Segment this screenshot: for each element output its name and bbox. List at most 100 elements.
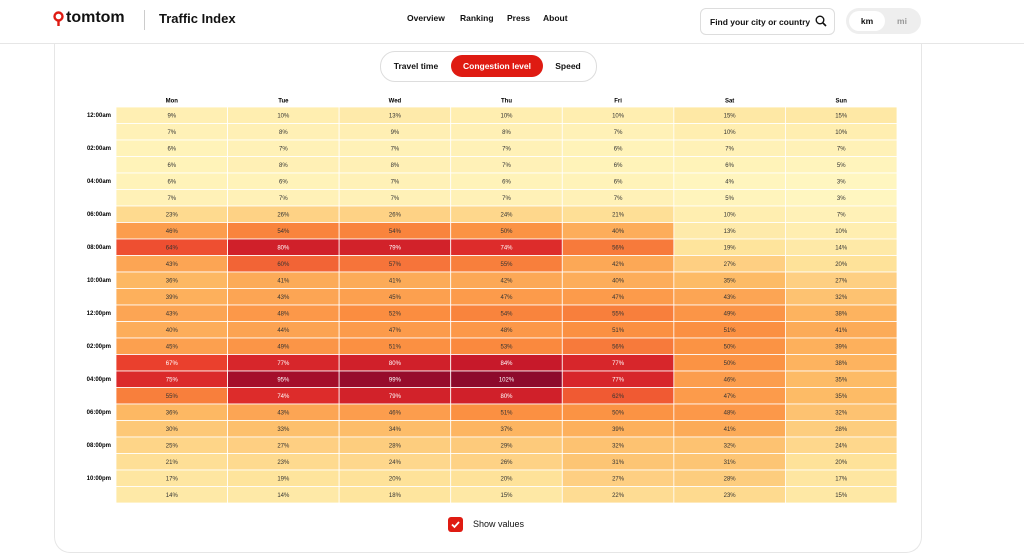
cell-label: 24% [389,460,402,466]
cell-label: 35% [835,377,848,383]
cell-label: 50% [724,361,737,367]
cell-label: 27% [835,278,848,284]
cell-label: 26% [500,460,513,466]
cell-label: 48% [500,328,513,334]
tab[interactable]: Speed [555,61,581,71]
cell-label: 6% [614,163,623,169]
cell-label: 20% [835,460,848,466]
cell-label: 75% [166,377,179,383]
cell-label: 80% [500,394,513,400]
cell-label: 42% [612,262,625,268]
cell-label: 77% [277,361,290,367]
column-label: Sat [725,99,734,105]
cell-label: 50% [612,410,625,416]
nav-link[interactable]: Overview [407,13,445,23]
row-label: 04:00am [87,179,111,185]
cell-label: 31% [612,460,625,466]
cell-label: 5% [837,163,846,169]
cell-label: 8% [502,130,511,136]
cell-label: 95% [277,377,290,383]
cell-label: 19% [277,476,290,482]
cell-label: 53% [500,344,513,350]
cell-label: 3% [837,196,846,202]
checkbox[interactable] [448,517,463,532]
cell-label: 35% [724,278,737,284]
cell-label: 64% [166,245,179,251]
cell-label: 14% [277,493,290,499]
cell-label: 41% [724,427,737,433]
cell-label: 7% [725,146,734,152]
cell-label: 45% [389,295,402,301]
nav-link[interactable]: Press [507,13,531,23]
search-box[interactable]: Find your city or country [700,8,835,35]
column-label: Sun [836,99,848,105]
row-label: 06:00pm [87,410,111,416]
tab-active[interactable]: Congestion level [451,55,543,77]
search-placeholder: Find your city or country [710,17,811,27]
cell-label: 44% [277,328,290,334]
nav-link[interactable]: Ranking [460,13,494,23]
cell-label: 50% [724,344,737,350]
cell-label: 34% [389,427,402,433]
site-title: Traffic Index [159,11,236,26]
cell-label: 57% [389,262,402,268]
cell-label: 49% [277,344,290,350]
cell-label: 8% [279,130,288,136]
cell-label: 33% [277,427,290,433]
cell-label: 9% [167,113,176,119]
cell-label: 74% [277,394,290,400]
column-label: Tue [278,99,289,105]
checkbox-label[interactable]: Show values [473,519,525,529]
cell-label: 10% [500,113,513,119]
cell-label: 28% [835,427,848,433]
cell-label: 43% [166,311,179,317]
cell-label: 49% [724,311,737,317]
cell-label: 4% [725,179,734,185]
cell-label: 41% [389,278,402,284]
cell-label: 20% [835,262,848,268]
cell-label: 51% [612,328,625,334]
cell-label: 15% [724,113,737,119]
cell-label: 6% [167,146,176,152]
cell-label: 32% [612,443,625,449]
tab[interactable]: Travel time [393,61,439,71]
cell-label: 43% [277,410,290,416]
cell-label: 19% [724,245,737,251]
cell-label: 7% [837,212,846,218]
cell-label: 20% [500,476,513,482]
cell-label: 50% [500,229,513,235]
cell-label: 60% [277,262,290,268]
cell-label: 7% [614,130,623,136]
cell-label: 26% [389,212,402,218]
unit-option[interactable]: mi [897,16,907,26]
cell-label: 26% [277,212,290,218]
cell-label: 6% [279,179,288,185]
cell-label: 17% [835,476,848,482]
cell-label: 46% [724,377,737,383]
cell-label: 55% [612,311,625,317]
cell-label: 84% [500,361,513,367]
card [54,44,922,553]
nav-link[interactable]: About [543,13,568,23]
logo[interactable]: tomtom [66,9,125,26]
row-label: 08:00pm [87,443,111,449]
cell-label: 27% [277,443,290,449]
cell-label: 7% [167,196,176,202]
cell-label: 41% [835,328,848,334]
cell-label: 30% [166,427,179,433]
cell-label: 7% [391,146,400,152]
column-label: Thu [501,99,512,105]
cell-label: 7% [502,196,511,202]
cell-label: 54% [500,311,513,317]
cell-label: 8% [391,163,400,169]
cell-label: 32% [724,443,737,449]
cell-label: 45% [166,344,179,350]
cell-label: 28% [724,476,737,482]
cell-label: 40% [612,229,625,235]
cell-label: 23% [724,493,737,499]
cell-label: 24% [500,212,513,218]
row-label: 02:00am [87,146,111,152]
unit-option[interactable]: km [849,11,885,31]
cell-label: 35% [835,394,848,400]
cell-label: 54% [277,229,290,235]
